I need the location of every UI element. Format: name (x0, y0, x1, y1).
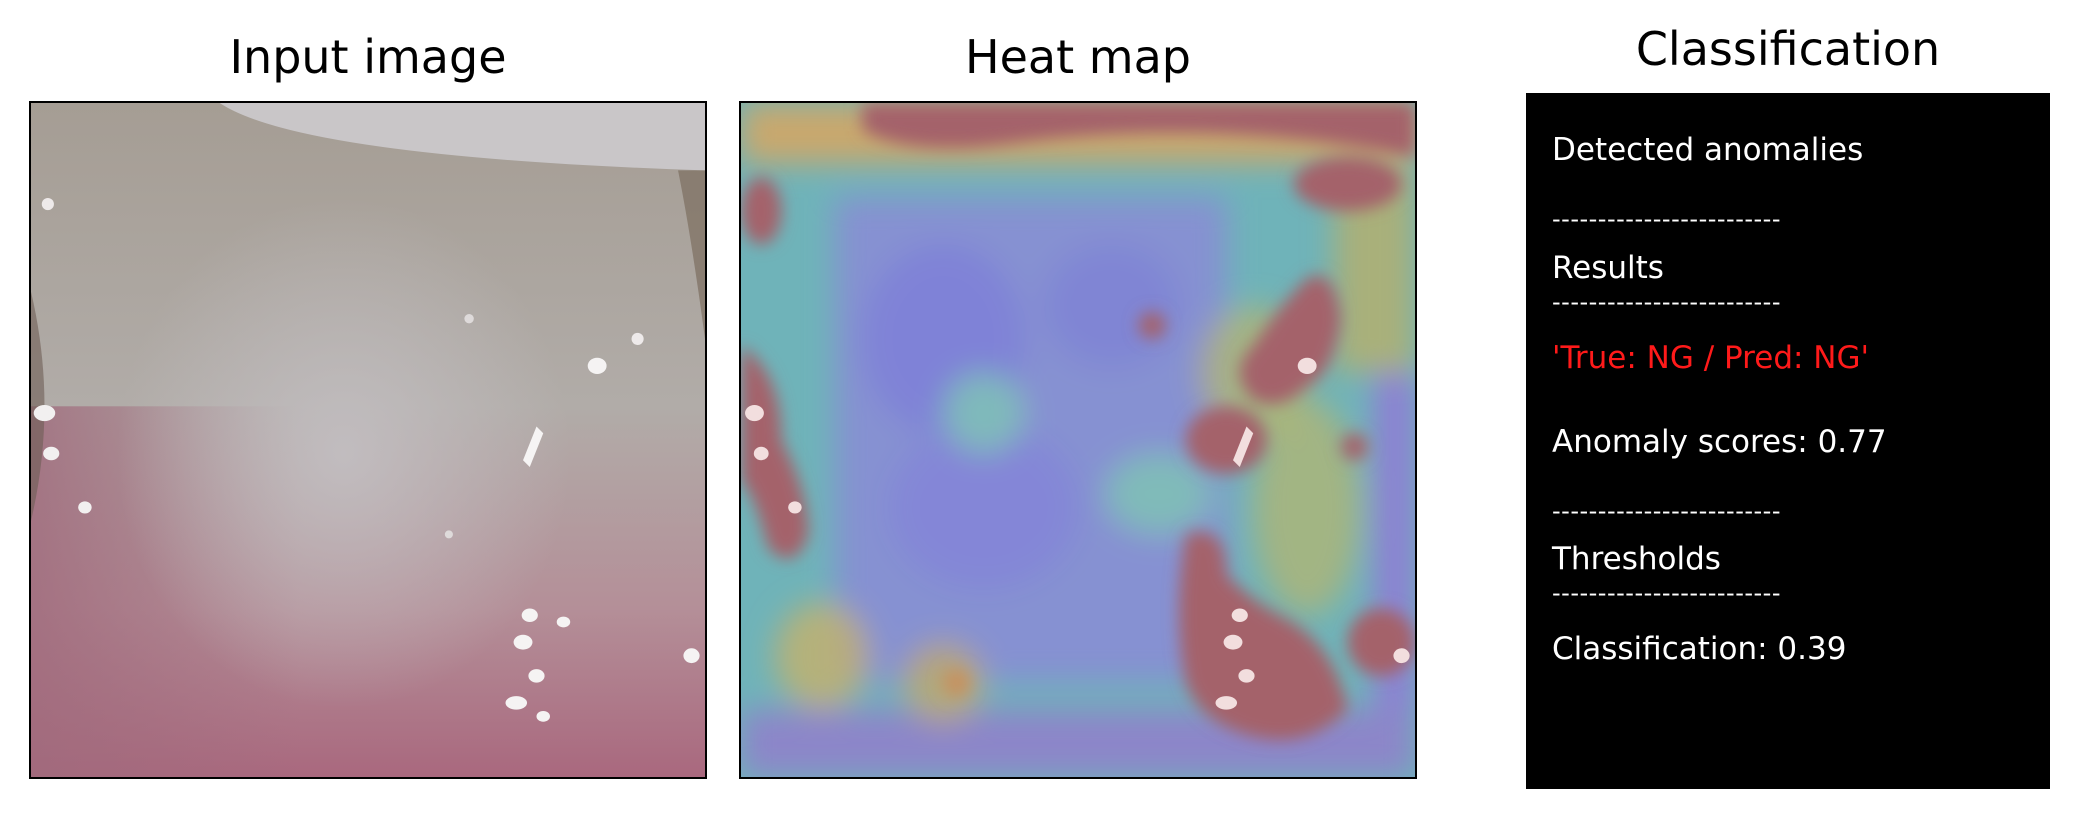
detected-anomalies-heading: Detected anomalies (1552, 132, 1864, 168)
separator-1: ------------------------- (1552, 205, 1782, 233)
results-label: Results (1552, 250, 1664, 286)
classification-panel: Detected anomalies ---------------------… (1526, 93, 2050, 789)
classification-threshold: Classification: 0.39 (1552, 631, 1847, 667)
heat-map-graphic (741, 103, 1415, 777)
separator-2: ------------------------- (1552, 288, 1782, 316)
heat-map-title: Heat map (965, 30, 1191, 84)
input-image-graphic (31, 103, 705, 777)
prediction-result: 'True: NG / Pred: NG' (1552, 340, 1870, 376)
classification-title: Classification (1635, 22, 1941, 76)
separator-4: ------------------------- (1552, 579, 1782, 607)
input-image (29, 101, 707, 779)
heat-map-image (739, 101, 1417, 779)
input-image-title: Input image (229, 30, 507, 84)
anomaly-score: Anomaly scores: 0.77 (1552, 424, 1887, 460)
separator-3: ------------------------- (1552, 497, 1782, 525)
thresholds-label: Thresholds (1552, 541, 1721, 577)
